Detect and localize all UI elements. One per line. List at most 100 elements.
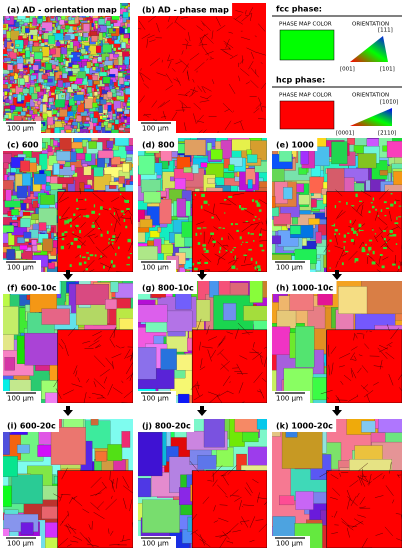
grain bbox=[94, 20, 98, 24]
grain-boundary bbox=[330, 497, 338, 500]
pole-label: [2̄110] bbox=[378, 131, 396, 137]
scale-label: 100 µm bbox=[7, 540, 34, 548]
fcc-fleck bbox=[94, 254, 97, 257]
panel-label: (e) 1000 bbox=[276, 141, 314, 150]
grain bbox=[104, 60, 113, 66]
grain-boundary bbox=[241, 224, 253, 232]
grain bbox=[11, 474, 43, 505]
fcc-fleck bbox=[247, 232, 250, 235]
grain bbox=[13, 115, 22, 122]
grain-boundary bbox=[234, 496, 242, 502]
grain bbox=[200, 162, 208, 168]
grain bbox=[84, 184, 91, 189]
grain-boundary bbox=[181, 50, 184, 55]
grain-boundary bbox=[131, 352, 133, 360]
grain-boundary bbox=[110, 212, 116, 220]
grain bbox=[86, 61, 92, 69]
grain-boundary bbox=[69, 214, 81, 224]
grain bbox=[272, 326, 291, 355]
grain bbox=[295, 491, 314, 510]
fcc-fleck bbox=[233, 247, 236, 249]
grain bbox=[109, 74, 116, 77]
map-panel: (f) 600-10c 100 µm bbox=[3, 281, 133, 403]
grain-boundary bbox=[258, 23, 266, 32]
grain bbox=[48, 35, 56, 45]
grain-boundary bbox=[320, 390, 333, 395]
grain-boundary bbox=[235, 10, 244, 13]
scale-label: 100 µm bbox=[142, 540, 169, 548]
grain bbox=[32, 18, 38, 26]
grain-boundary bbox=[389, 462, 392, 474]
grain-boundary bbox=[66, 243, 70, 246]
grain-boundary bbox=[235, 14, 242, 20]
fcc-fleck bbox=[358, 229, 360, 232]
grain-boundary bbox=[319, 471, 330, 478]
grain-boundary bbox=[221, 49, 228, 54]
grain-boundary bbox=[260, 103, 263, 112]
grain bbox=[76, 128, 81, 132]
fcc-fleck bbox=[366, 253, 370, 256]
fcc-fleck bbox=[338, 201, 341, 203]
grain bbox=[228, 164, 235, 171]
grain bbox=[110, 100, 114, 104]
fcc-fleck bbox=[239, 236, 242, 240]
fcc-fleck bbox=[127, 238, 131, 243]
grain bbox=[19, 244, 28, 250]
grain bbox=[85, 117, 90, 121]
grain bbox=[3, 327, 15, 361]
grain-boundary bbox=[222, 103, 233, 113]
map-panel: (a) AD - orientation map 100 µm bbox=[3, 3, 130, 133]
grain-boundary bbox=[359, 475, 367, 477]
grain bbox=[57, 80, 64, 88]
grain bbox=[42, 113, 48, 119]
grain bbox=[196, 299, 211, 322]
fcc-fleck bbox=[117, 246, 120, 250]
grain-boundary bbox=[129, 371, 133, 381]
grain-boundary bbox=[173, 78, 180, 83]
grain bbox=[62, 73, 68, 79]
grain-boundary bbox=[86, 543, 99, 547]
grain bbox=[6, 249, 16, 261]
grain bbox=[3, 306, 19, 335]
grain bbox=[61, 95, 64, 98]
grain-boundary bbox=[82, 508, 90, 514]
grain bbox=[51, 64, 56, 69]
grain-boundary bbox=[240, 36, 251, 41]
fcc-fleck bbox=[82, 215, 87, 217]
grain-boundary bbox=[216, 17, 221, 27]
grain-boundary bbox=[347, 525, 357, 527]
grain-boundary bbox=[368, 474, 372, 486]
fcc-fleck bbox=[197, 242, 201, 245]
grain-boundary bbox=[207, 391, 219, 396]
grain bbox=[78, 49, 81, 53]
grain bbox=[18, 35, 23, 41]
grain bbox=[3, 53, 8, 57]
grain bbox=[8, 232, 15, 246]
grain-boundary bbox=[123, 498, 127, 509]
grain bbox=[105, 20, 111, 26]
grain-boundary bbox=[94, 235, 99, 239]
grain-boundary bbox=[122, 535, 125, 542]
grain-boundary bbox=[212, 203, 215, 214]
grain bbox=[63, 29, 69, 33]
grain-boundary bbox=[193, 394, 204, 401]
grain-boundary bbox=[250, 51, 255, 59]
grain-boundary bbox=[83, 228, 95, 238]
grain-boundary bbox=[212, 238, 215, 241]
grain bbox=[124, 56, 130, 65]
grain-boundary bbox=[241, 401, 245, 403]
grain-boundary bbox=[219, 504, 228, 506]
grain-boundary bbox=[343, 374, 352, 381]
grain-boundary bbox=[181, 16, 188, 19]
fcc-fleck bbox=[368, 210, 371, 213]
grain bbox=[114, 119, 119, 125]
grain-boundary bbox=[250, 12, 253, 21]
grain bbox=[118, 127, 125, 131]
grain-boundary bbox=[257, 118, 266, 120]
grain-boundary bbox=[259, 388, 265, 399]
fcc-fleck bbox=[219, 246, 222, 250]
fcc-fleck bbox=[368, 239, 373, 242]
grain bbox=[52, 116, 55, 121]
grain-boundary bbox=[350, 496, 357, 506]
fcc-fleck bbox=[253, 240, 255, 242]
